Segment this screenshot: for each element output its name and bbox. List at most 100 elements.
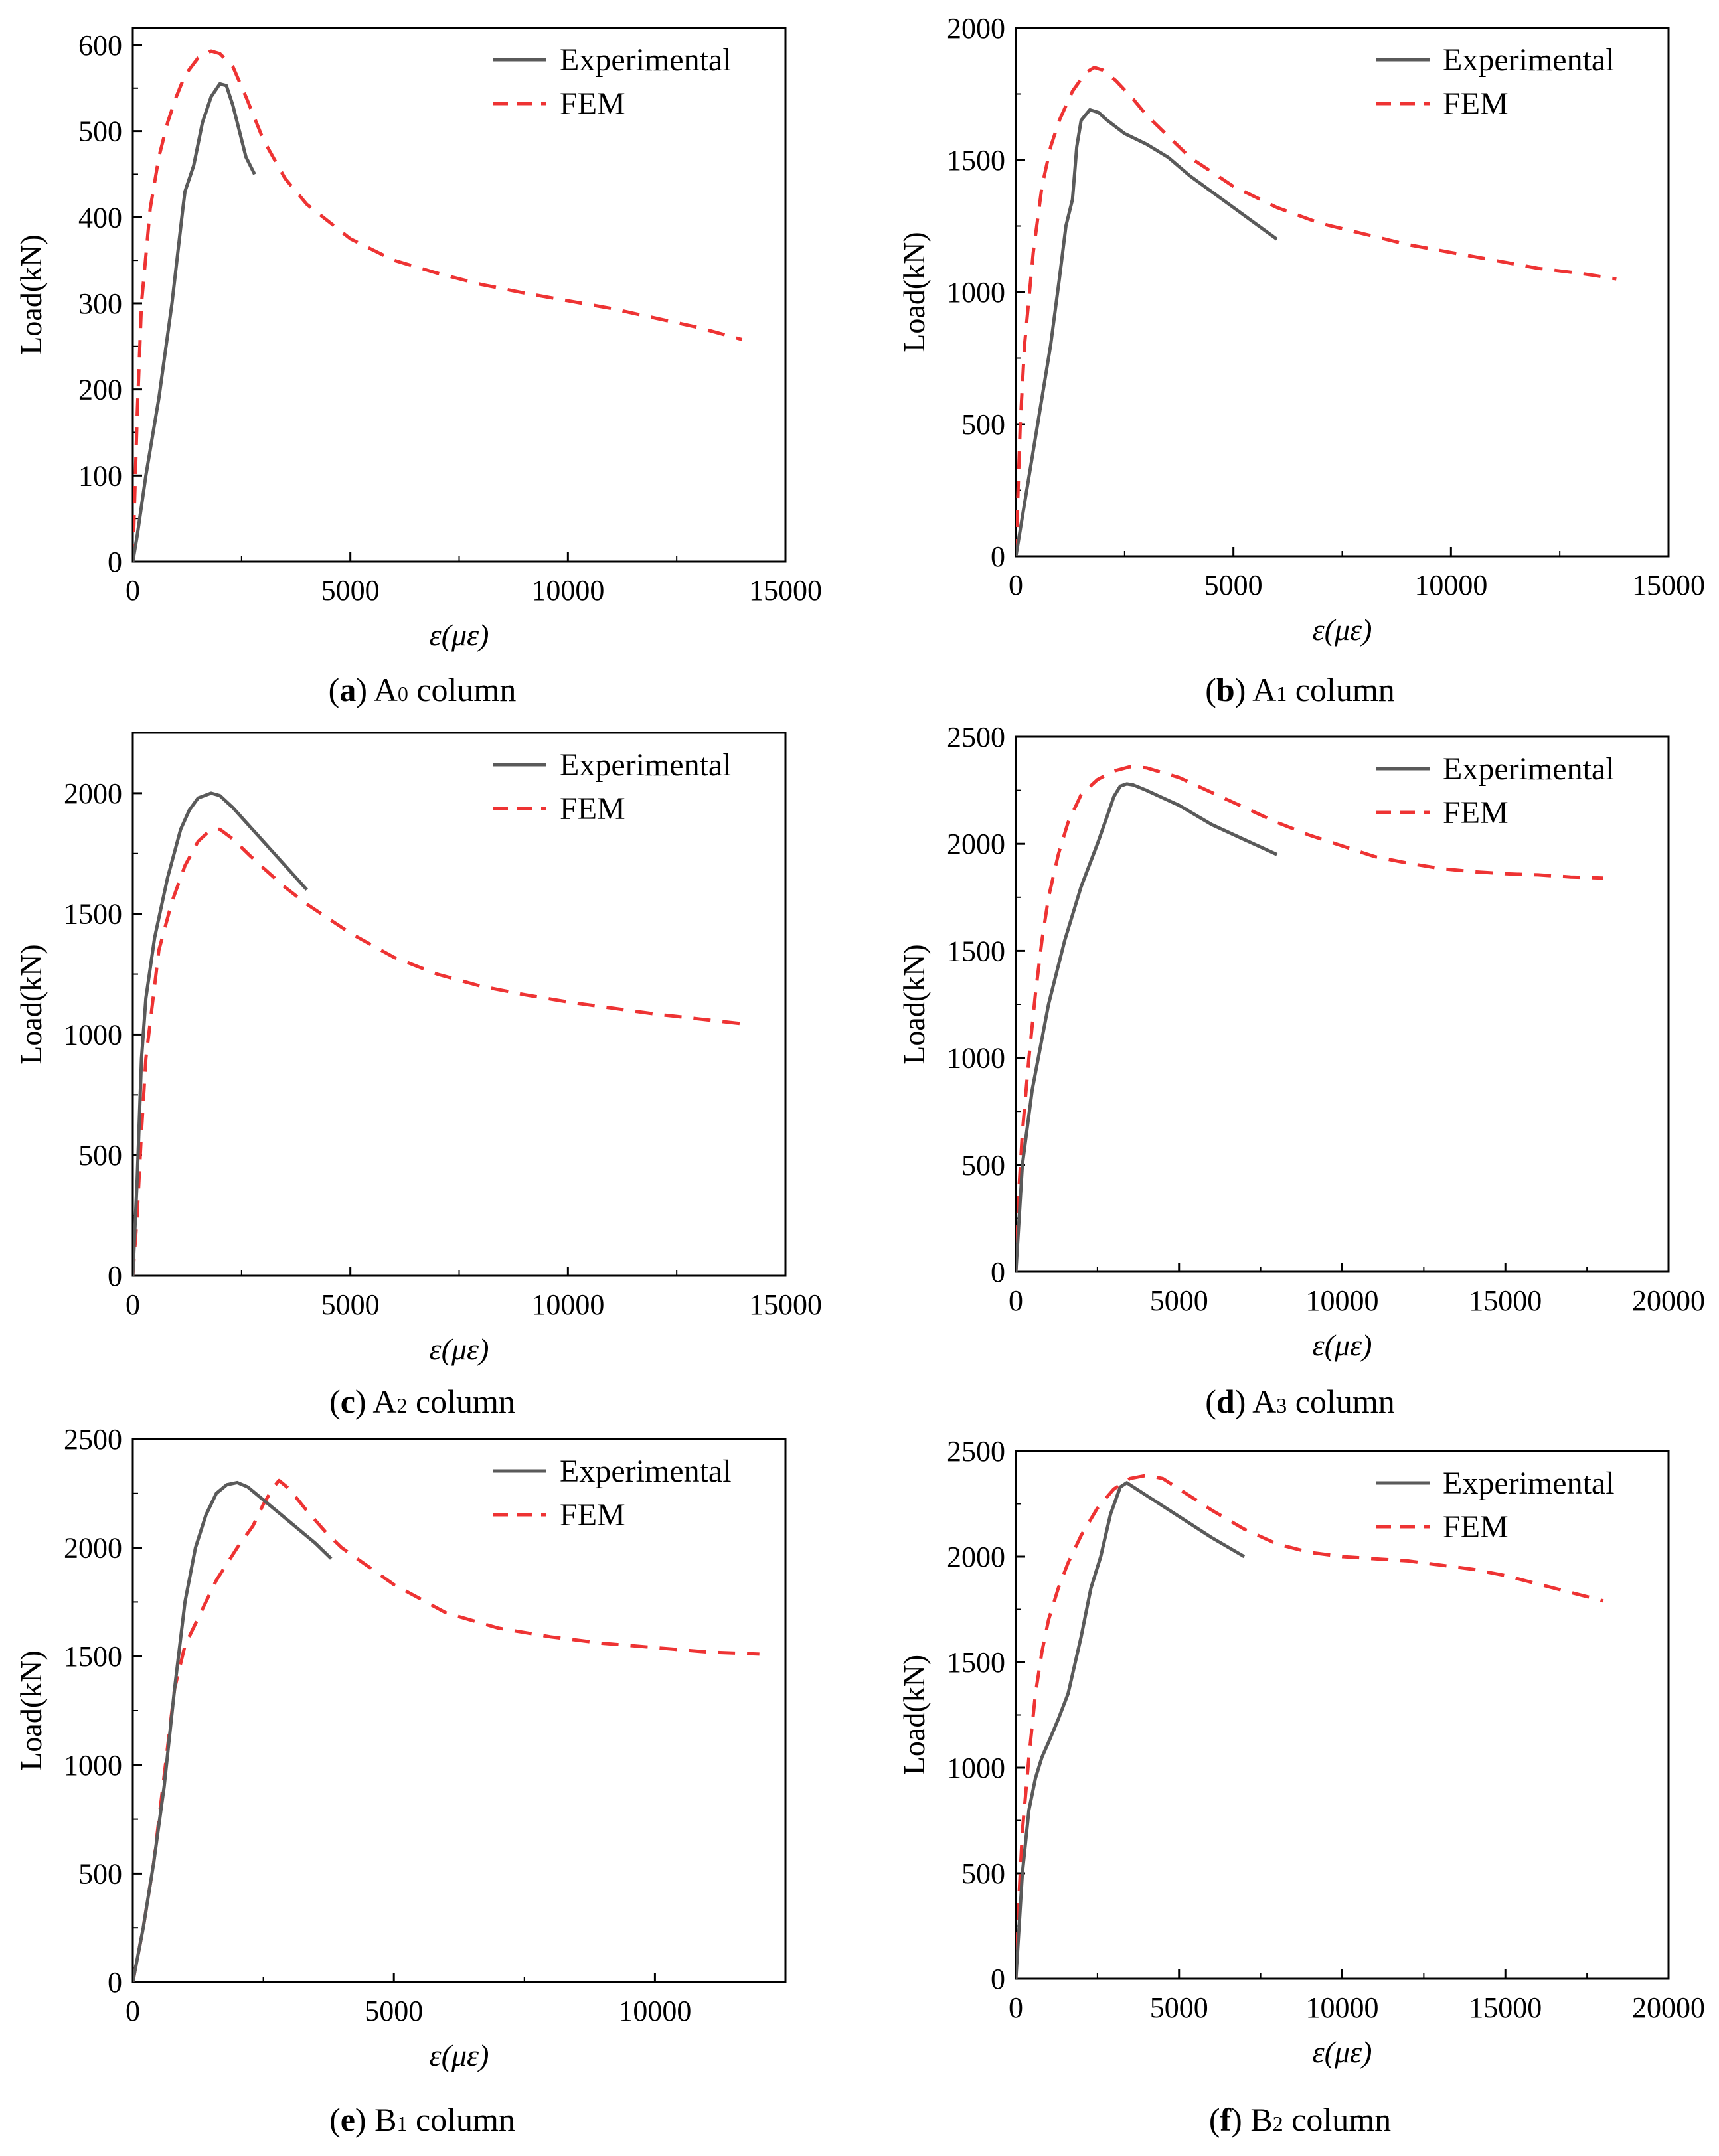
- y-tick-label: 1500: [64, 1640, 122, 1673]
- x-axis-title: ε(με): [430, 1332, 489, 1366]
- caption-letter: c: [341, 1383, 355, 1420]
- y-tick-label: 2000: [947, 828, 1005, 860]
- caption-open-paren: (: [1205, 671, 1216, 708]
- caption-suffix: column: [1287, 1383, 1394, 1420]
- y-tick-label: 100: [78, 459, 122, 492]
- series-line-fem: [133, 827, 742, 1276]
- y-tick-label: 2000: [64, 777, 122, 810]
- y-axis-title: Load(kN): [897, 1655, 931, 1775]
- caption-specimen: A: [1252, 1383, 1276, 1420]
- caption-specimen: A: [372, 1383, 396, 1420]
- x-tick-label: 15000: [749, 574, 822, 607]
- x-tick-label: 10000: [1306, 1991, 1379, 2024]
- legend-label-fem: FEM: [560, 791, 625, 826]
- legend-label-fem: FEM: [1443, 1509, 1509, 1545]
- plot-frame: [1015, 1450, 1670, 1980]
- series-line-experimental: [133, 791, 308, 1276]
- y-tick-label: 2000: [947, 12, 1005, 44]
- caption-open-paren: (: [1205, 1383, 1216, 1420]
- y-tick-label: 500: [961, 1857, 1005, 1890]
- x-axis-title: ε(με): [1313, 613, 1372, 647]
- caption-letter: b: [1216, 671, 1235, 708]
- series-line-experimental: [1016, 108, 1278, 556]
- y-tick-label: 2500: [947, 1435, 1005, 1468]
- y-tick-label: 1000: [64, 1018, 122, 1051]
- legend-label-fem: FEM: [560, 1498, 625, 1533]
- legend-label-experimental: Experimental: [1443, 42, 1615, 78]
- legend-label-experimental: Experimental: [1443, 751, 1615, 787]
- legend-label-experimental: Experimental: [560, 747, 732, 783]
- caption-suffix: column: [1283, 2101, 1391, 2138]
- series-line-fem: [1016, 765, 1603, 1272]
- x-tick-label: 15000: [1469, 1991, 1542, 2024]
- caption-subscript: 1: [396, 2112, 407, 2135]
- caption-subscript: 3: [1276, 1393, 1287, 1417]
- y-tick-label: 500: [78, 116, 122, 148]
- caption-suffix: column: [407, 2101, 515, 2138]
- y-tick-label: 1500: [947, 1646, 1005, 1679]
- caption-specimen: B: [374, 2101, 396, 2138]
- caption-letter: d: [1216, 1383, 1235, 1420]
- x-tick-label: 10000: [1306, 1284, 1379, 1317]
- x-tick-label: 15000: [1469, 1284, 1542, 1317]
- caption-subscript: 1: [1276, 682, 1287, 706]
- y-tick-label: 2000: [947, 1541, 1005, 1573]
- x-tick-label: 5000: [1204, 569, 1263, 601]
- y-tick-label: 2000: [64, 1532, 122, 1565]
- caption-suffix: column: [1287, 671, 1394, 708]
- y-tick-label: 1500: [947, 935, 1005, 967]
- chart-panel-d: 0 5000 10000 15000 20000 0 500 1000 1500 2000 2500…: [897, 721, 1705, 1420]
- y-tick-label: 1000: [64, 1749, 122, 1782]
- y-tick-label: 1000: [947, 276, 1005, 309]
- x-tick-label: 5000: [1150, 1991, 1208, 2024]
- caption-subscript: 2: [1273, 2112, 1283, 2135]
- caption-close-paren: ): [1231, 2101, 1250, 2138]
- chart-panel-f: 0 5000 10000 15000 20000 0 500 1000 1500 2000 2500…: [897, 1435, 1705, 2138]
- plot-frame: [1015, 735, 1670, 1273]
- x-tick-label: 5000: [321, 574, 380, 607]
- panel-caption: (e) B1 column: [329, 2101, 515, 2138]
- caption-close-paren: ): [356, 671, 373, 708]
- y-tick-label: 2500: [947, 721, 1005, 753]
- x-tick-label: 10000: [531, 574, 604, 607]
- legend-label-experimental: Experimental: [560, 1454, 732, 1489]
- series-line-fem: [1016, 66, 1617, 556]
- x-tick-label: 10000: [618, 1995, 691, 2027]
- y-tick-label: 2500: [64, 1423, 122, 1456]
- x-axis-title: ε(με): [1313, 2035, 1372, 2069]
- y-tick-label: 1500: [947, 144, 1005, 177]
- caption-close-paren: ): [355, 1383, 372, 1420]
- x-tick-label: 0: [125, 574, 140, 607]
- y-tick-label: 0: [108, 546, 122, 578]
- x-tick-label: 5000: [1150, 1284, 1208, 1317]
- caption-open-paren: (: [329, 1383, 341, 1420]
- caption-letter: f: [1220, 2101, 1232, 2138]
- x-axis-title: ε(με): [430, 2039, 489, 2072]
- y-axis-title: Load(kN): [897, 944, 931, 1064]
- x-axis-title: ε(με): [1313, 1328, 1372, 1362]
- x-tick-label: 15000: [749, 1288, 822, 1321]
- plot-frame: [131, 732, 787, 1277]
- y-tick-label: 200: [78, 374, 122, 406]
- y-tick-label: 500: [961, 408, 1005, 441]
- caption-close-paren: ): [355, 2101, 374, 2138]
- y-tick-label: 0: [991, 540, 1005, 573]
- x-tick-label: 0: [125, 1288, 140, 1321]
- plot-frame: [131, 1438, 787, 1983]
- y-tick-label: 0: [108, 1966, 122, 1999]
- caption-specimen: A: [374, 671, 398, 708]
- x-tick-label: 20000: [1632, 1991, 1705, 2024]
- caption-letter: e: [341, 2101, 355, 2138]
- y-tick-label: 0: [108, 1260, 122, 1292]
- caption-open-paren: (: [329, 671, 340, 708]
- x-tick-label: 20000: [1632, 1284, 1705, 1317]
- caption-subscript: 2: [396, 1393, 407, 1417]
- chart-panel-b: 0 5000 10000 15000 0 500 1000 1500 2000 ε(με) Load…: [897, 12, 1705, 708]
- caption-suffix: column: [407, 1383, 515, 1420]
- x-tick-label: 0: [1009, 569, 1023, 601]
- y-tick-label: 500: [78, 1857, 122, 1890]
- chart-panel-e: 0 5000 10000 0 500 1000 1500 2000 2500 ε(με) Load(…: [14, 1423, 787, 2138]
- panel-caption: (f) B2 column: [1209, 2101, 1391, 2138]
- chart-panel-a: 0 5000 10000 15000 0 100 200 300 400 500 600 ε(με) L…: [14, 27, 822, 708]
- x-tick-label: 10000: [531, 1288, 604, 1321]
